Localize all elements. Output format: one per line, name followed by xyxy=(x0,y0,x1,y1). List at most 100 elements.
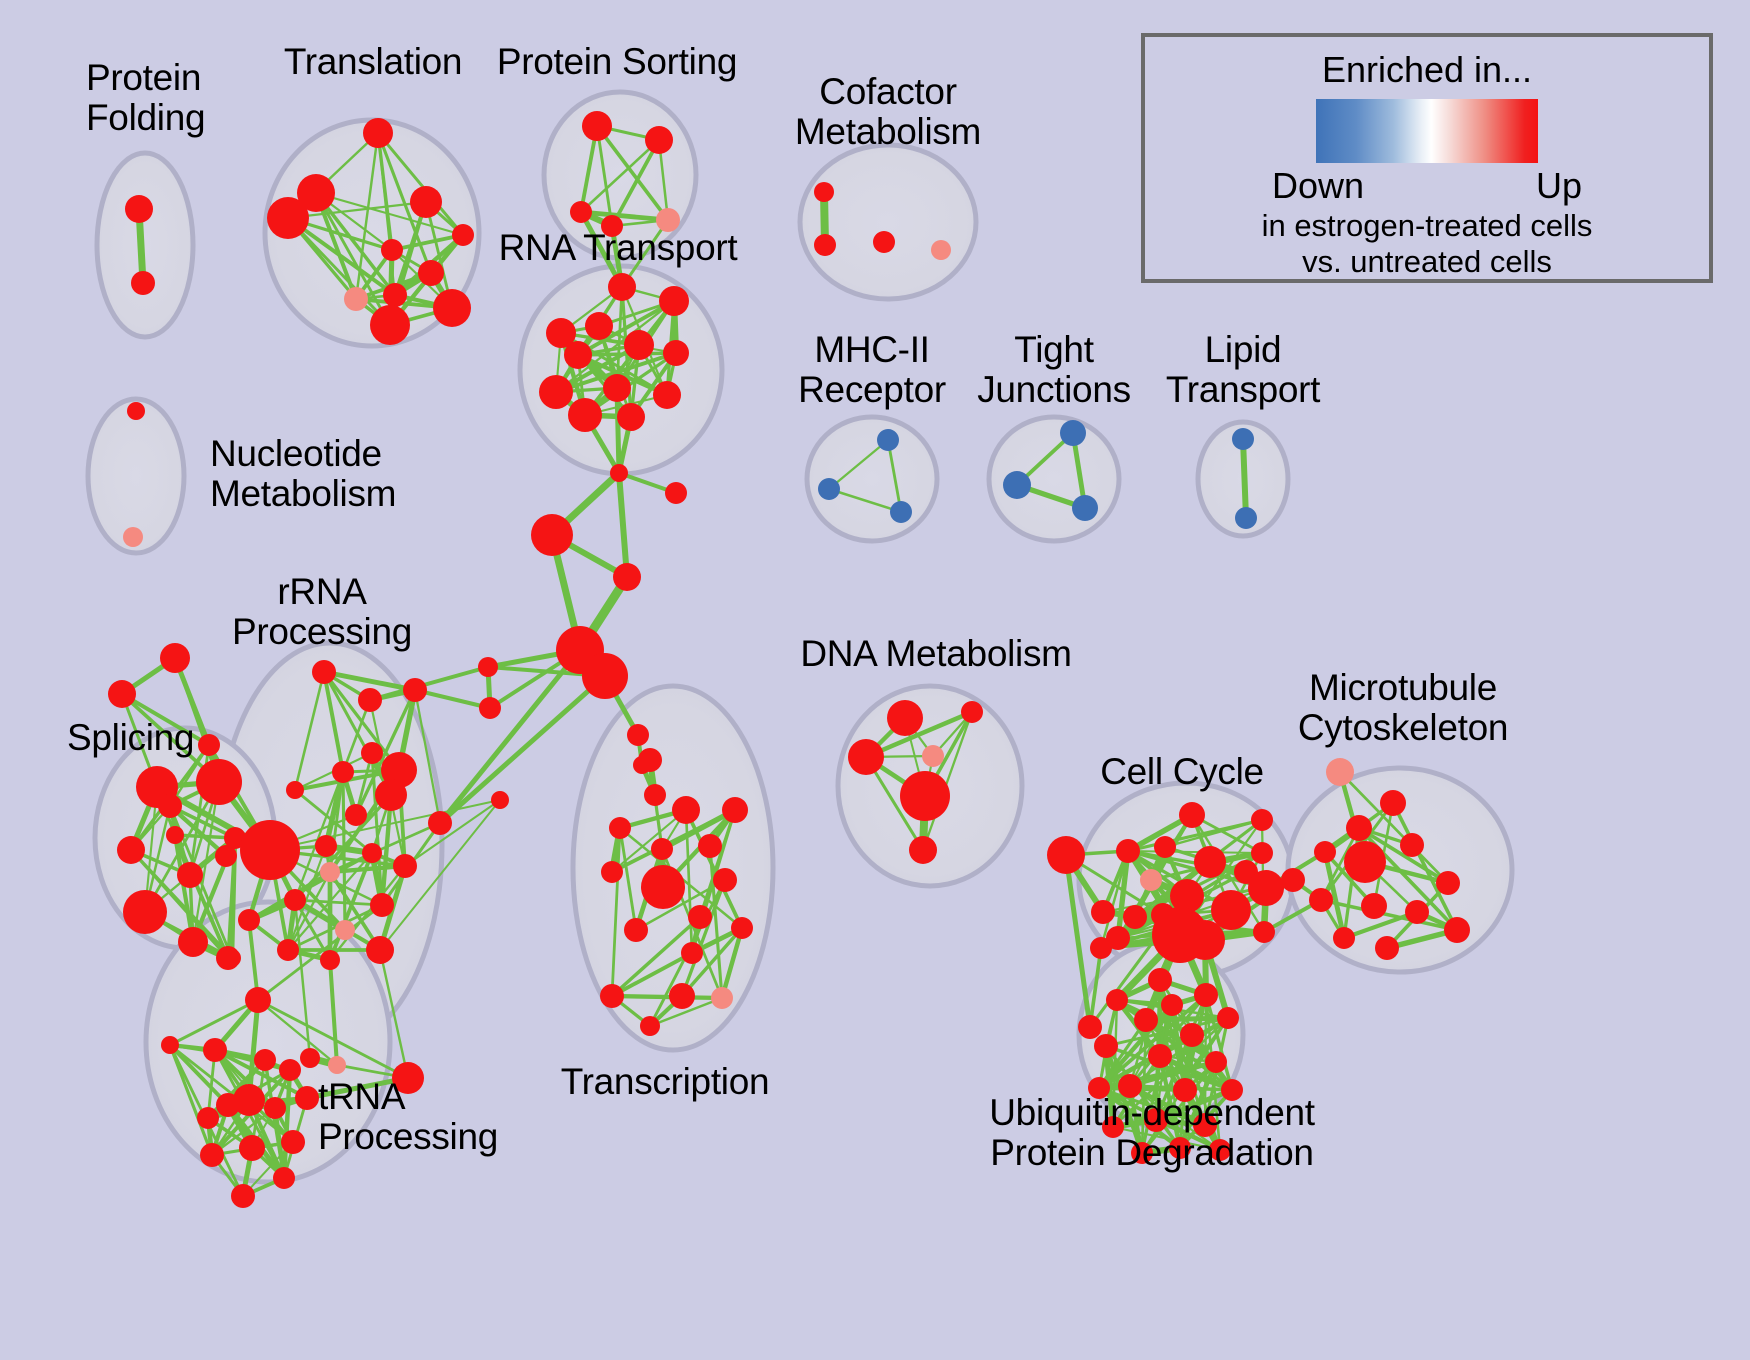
network-node-translation[interactable] xyxy=(418,260,444,286)
network-node-cell-cycle[interactable] xyxy=(1179,802,1205,828)
network-node-microtubule-cytoskeleton[interactable] xyxy=(1326,758,1354,786)
network-node-trna-processing[interactable] xyxy=(279,1059,301,1081)
network-node-microtubule-cytoskeleton[interactable] xyxy=(1361,893,1387,919)
network-node-ubiquitin-degradation[interactable] xyxy=(1148,1044,1172,1068)
network-node-dna-metabolism[interactable] xyxy=(848,739,884,775)
network-node-trna-processing[interactable] xyxy=(197,1107,219,1129)
network-node-splicing[interactable] xyxy=(224,827,246,849)
network-node-cell-cycle[interactable] xyxy=(1091,900,1115,924)
network-node-splicing[interactable] xyxy=(178,927,208,957)
network-node-cell-cycle[interactable] xyxy=(1170,879,1204,913)
network-node-ubiquitin-degradation[interactable] xyxy=(1148,968,1172,992)
network-node-cell-cycle[interactable] xyxy=(1211,890,1251,930)
network-node-lipid-transport[interactable] xyxy=(1232,428,1254,450)
network-node-translation[interactable] xyxy=(452,224,474,246)
network-node-trna-processing[interactable] xyxy=(239,1135,265,1161)
network-node-splicing[interactable] xyxy=(160,643,190,673)
network-node-ubiquitin-degradation[interactable] xyxy=(1193,1113,1217,1137)
network-node-spine[interactable] xyxy=(582,653,628,699)
network-node-transcription[interactable] xyxy=(731,917,753,939)
network-node-translation[interactable] xyxy=(410,186,442,218)
network-node-transcription[interactable] xyxy=(624,918,648,942)
network-node-rrna-processing[interactable] xyxy=(362,843,382,863)
network-node-transcription[interactable] xyxy=(688,905,712,929)
network-node-transcription[interactable] xyxy=(600,984,624,1008)
network-node-nucleotide-metabolism[interactable] xyxy=(123,527,143,547)
network-node-trna-processing[interactable] xyxy=(254,1049,276,1071)
network-node-ubiquitin-degradation[interactable] xyxy=(1209,1139,1231,1161)
network-node-trna-processing[interactable] xyxy=(231,1184,255,1208)
network-node-translation[interactable] xyxy=(297,174,335,212)
network-node-transcription[interactable] xyxy=(681,942,703,964)
network-node-dna-metabolism[interactable] xyxy=(909,836,937,864)
network-node-cofactor-metabolism[interactable] xyxy=(814,182,834,202)
network-node-translation[interactable] xyxy=(383,283,407,307)
network-node-rrna-processing[interactable] xyxy=(345,804,367,826)
network-node-spine[interactable] xyxy=(531,514,573,556)
network-node-rrna-processing[interactable] xyxy=(392,1062,424,1094)
network-node-cell-cycle[interactable] xyxy=(1185,920,1225,960)
network-node-rrna-processing[interactable] xyxy=(361,742,383,764)
network-node-translation[interactable] xyxy=(344,287,368,311)
network-node-rna-transport[interactable] xyxy=(659,286,689,316)
network-node-protein-folding[interactable] xyxy=(125,195,153,223)
network-node-cell-cycle[interactable] xyxy=(1281,868,1305,892)
network-node-splicing[interactable] xyxy=(177,862,203,888)
network-node-cofactor-metabolism[interactable] xyxy=(873,231,895,253)
network-node-ubiquitin-degradation[interactable] xyxy=(1106,989,1128,1011)
network-node-rna-transport[interactable] xyxy=(564,341,592,369)
network-node-protein-sorting[interactable] xyxy=(570,201,592,223)
network-node-splicing[interactable] xyxy=(117,836,145,864)
network-node-transcription[interactable] xyxy=(713,868,737,892)
network-node-cell-cycle[interactable] xyxy=(1154,836,1176,858)
network-node-rrna-processing[interactable] xyxy=(393,854,417,878)
network-node-dna-metabolism[interactable] xyxy=(961,701,983,723)
network-node-transcription[interactable] xyxy=(651,838,673,860)
network-node-rrna-processing[interactable] xyxy=(320,950,340,970)
network-node-spine[interactable] xyxy=(644,784,666,806)
network-node-spine[interactable] xyxy=(610,464,628,482)
network-node-ubiquitin-degradation[interactable] xyxy=(1102,1116,1124,1138)
network-node-rrna-processing[interactable] xyxy=(370,893,394,917)
network-node-tight-junctions[interactable] xyxy=(1060,420,1086,446)
network-node-rna-transport[interactable] xyxy=(585,312,613,340)
network-node-microtubule-cytoskeleton[interactable] xyxy=(1436,871,1460,895)
network-node-microtubule-cytoskeleton[interactable] xyxy=(1444,917,1470,943)
network-node-splicing[interactable] xyxy=(123,890,167,934)
network-node-splicing[interactable] xyxy=(158,794,182,818)
network-node-rna-transport[interactable] xyxy=(546,318,576,348)
network-node-rrna-processing[interactable] xyxy=(332,761,354,783)
network-node-spine[interactable] xyxy=(627,724,649,746)
network-node-ubiquitin-degradation[interactable] xyxy=(1094,1034,1118,1058)
network-node-rrna-processing[interactable] xyxy=(245,987,271,1013)
network-node-microtubule-cytoskeleton[interactable] xyxy=(1346,815,1372,841)
network-node-rrna-processing[interactable] xyxy=(312,660,336,684)
network-node-translation[interactable] xyxy=(381,239,403,261)
network-node-ubiquitin-degradation[interactable] xyxy=(1169,1137,1191,1159)
network-node-rrna-processing[interactable] xyxy=(328,1056,346,1074)
network-node-microtubule-cytoskeleton[interactable] xyxy=(1314,841,1336,863)
network-node-ubiquitin-degradation[interactable] xyxy=(1088,1077,1110,1099)
network-node-ubiquitin-degradation[interactable] xyxy=(1221,1079,1243,1101)
network-node-ubiquitin-degradation[interactable] xyxy=(1194,983,1218,1007)
network-node-ubiquitin-degradation[interactable] xyxy=(1134,1008,1158,1032)
network-node-trna-processing[interactable] xyxy=(295,1086,319,1110)
network-node-protein-folding[interactable] xyxy=(131,271,155,295)
network-node-microtubule-cytoskeleton[interactable] xyxy=(1344,841,1386,883)
network-node-trna-processing[interactable] xyxy=(161,1036,179,1054)
network-node-rna-transport[interactable] xyxy=(617,403,645,431)
network-node-transcription[interactable] xyxy=(698,834,722,858)
network-node-transcription[interactable] xyxy=(722,797,748,823)
network-node-dna-metabolism[interactable] xyxy=(887,700,923,736)
network-node-spine[interactable] xyxy=(665,482,687,504)
network-node-mhc-ii-receptor[interactable] xyxy=(877,429,899,451)
network-node-protein-sorting[interactable] xyxy=(645,126,673,154)
network-node-dna-metabolism[interactable] xyxy=(922,745,944,767)
network-node-rna-transport[interactable] xyxy=(568,398,602,432)
network-node-protein-sorting[interactable] xyxy=(582,111,612,141)
network-node-splicing[interactable] xyxy=(198,734,220,756)
network-node-cell-cycle[interactable] xyxy=(1123,905,1147,929)
network-node-microtubule-cytoskeleton[interactable] xyxy=(1375,936,1399,960)
network-node-cell-cycle[interactable] xyxy=(1251,809,1273,831)
network-node-transcription[interactable] xyxy=(601,861,623,883)
